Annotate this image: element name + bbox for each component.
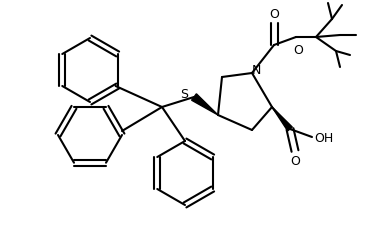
- Text: O: O: [269, 7, 279, 20]
- Text: O: O: [293, 43, 303, 56]
- Text: S: S: [180, 87, 188, 100]
- Text: OH: OH: [314, 131, 333, 144]
- Text: N: N: [251, 63, 261, 76]
- Text: O: O: [290, 155, 300, 168]
- Polygon shape: [192, 94, 218, 115]
- Polygon shape: [272, 108, 292, 131]
